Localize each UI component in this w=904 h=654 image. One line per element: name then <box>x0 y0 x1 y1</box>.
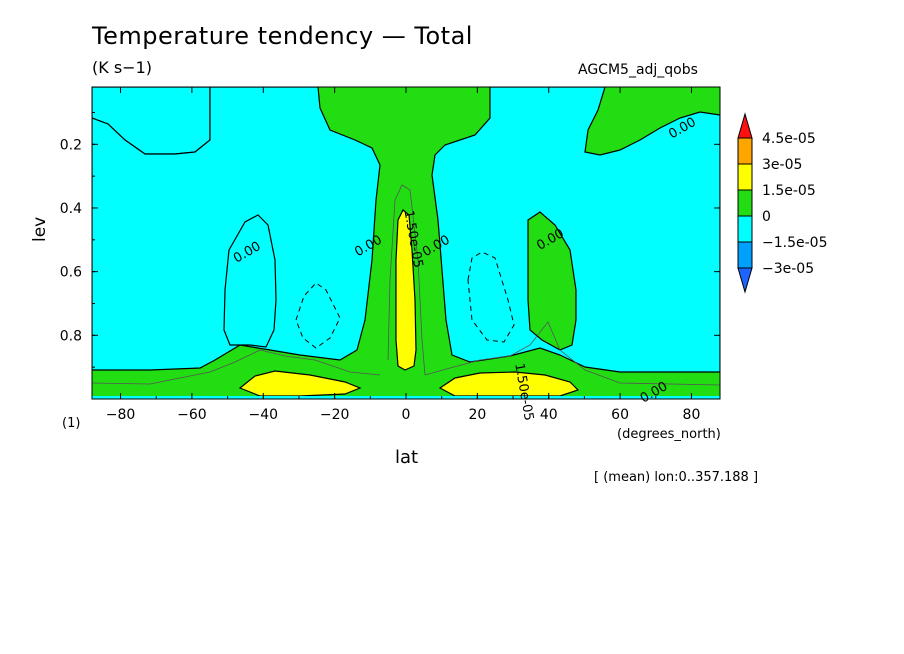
colorbar-label: 4.5e-05 <box>762 131 816 147</box>
colorbar-label: −1.5e-05 <box>762 235 827 251</box>
colorbar: 4.5e-05 3e-05 1.5e-05 0 −1.5e-05 −3e-05 <box>737 112 827 294</box>
x-tick-label: 0 <box>402 407 411 423</box>
colorbar-label: 0 <box>762 209 771 225</box>
mean-note: [ (mean) lon:0..357.188 ] <box>594 470 759 485</box>
chart-title: Temperature tendency — Total <box>92 22 473 50</box>
dataset-name: AGCM5_adj_qobs <box>578 62 698 78</box>
colorbar-swatch <box>737 137 753 165</box>
x-axis-label: lat <box>395 447 419 468</box>
y-level-note: (1) <box>62 416 81 431</box>
colorbar-swatch <box>737 215 753 243</box>
x-tick-label: −60 <box>177 407 207 423</box>
y-tick-label: 0.8 <box>60 328 82 344</box>
contour-dashed-north <box>467 251 515 343</box>
y-tick-label: 0.2 <box>60 137 82 153</box>
x-tick-label: 40 <box>540 407 558 423</box>
chart-units: (K s−1) <box>92 58 152 77</box>
y-tick-label: 0.4 <box>60 201 82 217</box>
colorbar-swatch <box>737 189 753 217</box>
colorbar-swatch <box>737 241 753 269</box>
fill-cyan-main <box>92 87 381 371</box>
x-tick-label: −80 <box>106 407 136 423</box>
plot-area <box>92 87 720 399</box>
x-tick-label: −20 <box>320 407 350 423</box>
contour-grey-equator <box>387 184 426 376</box>
colorbar-arrow-top <box>737 112 753 139</box>
colorbar-arrow-bottom <box>737 267 753 294</box>
fill-yellow-equator <box>395 209 417 371</box>
y-tick-label: 0.6 <box>60 265 82 281</box>
colorbar-label: 3e-05 <box>762 157 802 173</box>
colorbar-label: 1.5e-05 <box>762 183 816 199</box>
x-tick-label: −40 <box>248 407 278 423</box>
axis-ticks: −80 −60 −40 −20 0 20 40 60 80 0.2 0.4 0.6 0.8 <box>60 87 720 423</box>
x-tick-label: 80 <box>683 407 701 423</box>
contour-dashed-south <box>295 282 341 349</box>
contour-grey-south <box>92 349 381 385</box>
x-axis-units: (degrees_north) <box>617 427 721 442</box>
fill-cyan-right <box>431 87 720 373</box>
x-tick-label: 60 <box>611 407 629 423</box>
x-tick-label: 20 <box>468 407 486 423</box>
colorbar-label: −3e-05 <box>762 261 814 277</box>
colorbar-swatch <box>737 163 753 191</box>
contour-grey-north <box>424 321 720 386</box>
